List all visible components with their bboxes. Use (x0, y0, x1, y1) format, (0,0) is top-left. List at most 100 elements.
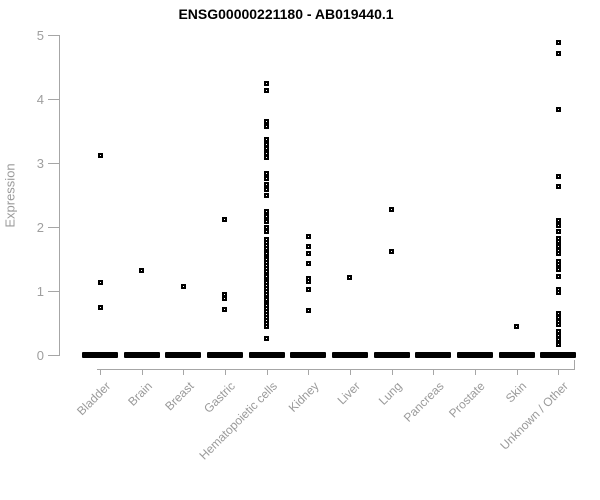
y-axis-tick (48, 35, 59, 36)
data-point (389, 207, 395, 213)
data-point (222, 217, 228, 223)
data-point (389, 249, 395, 255)
x-category-label: Lung (375, 379, 405, 408)
x-category-label: Pancreas (400, 379, 447, 425)
data-point (264, 181, 270, 187)
data-point (305, 307, 311, 313)
data-point (555, 274, 561, 280)
x-axis-endcap (574, 360, 576, 369)
x-category-label: Liver (334, 379, 363, 408)
data-point (264, 214, 270, 220)
data-point (555, 183, 561, 189)
data-point (222, 307, 228, 313)
x-axis-tick (100, 369, 101, 375)
x-category-label: Breast (161, 379, 197, 414)
zero-expression-cluster (331, 352, 368, 358)
data-point (264, 219, 270, 225)
data-point (264, 87, 270, 93)
x-category-label: Prostate (446, 379, 488, 421)
zero-expression-cluster (123, 352, 160, 358)
zero-expression-cluster (82, 352, 118, 358)
zero-expression-cluster (165, 352, 202, 358)
y-axis-tick (48, 99, 59, 100)
y-axis-tick (48, 163, 59, 164)
x-axis-tick (183, 369, 185, 375)
data-point (264, 150, 270, 156)
data-point (555, 251, 561, 257)
data-point (555, 51, 561, 57)
data-point (97, 153, 103, 159)
zero-expression-cluster (540, 352, 577, 358)
x-axis-tick (516, 369, 518, 375)
x-category-label: Bladder (73, 379, 113, 419)
x-axis-tick (141, 369, 143, 375)
data-point (555, 321, 561, 327)
zero-expression-cluster (290, 352, 327, 358)
data-point (555, 290, 561, 296)
x-axis-tick (558, 369, 560, 375)
data-point (264, 192, 270, 198)
x-category-label: Brain (124, 379, 155, 409)
x-axis-tick (474, 369, 476, 375)
y-axis-line (59, 35, 60, 356)
y-tick-label: 2 (36, 220, 44, 235)
data-point (555, 267, 561, 273)
data-point (264, 170, 270, 176)
data-point (555, 337, 561, 343)
data-point (264, 323, 270, 329)
data-point (97, 304, 103, 310)
x-axis-line (97, 369, 576, 370)
x-axis-tick (224, 369, 226, 375)
data-point (555, 262, 561, 268)
data-point (555, 239, 561, 245)
data-point (555, 40, 561, 46)
data-point (555, 218, 561, 224)
data-point (305, 244, 311, 250)
data-point (305, 260, 311, 266)
x-category-label: Skin (503, 379, 530, 406)
x-category-label: Kidney (285, 379, 322, 415)
zero-expression-cluster (206, 352, 243, 358)
x-axis-tick (391, 369, 393, 375)
zero-expression-cluster (373, 352, 410, 358)
data-point (264, 209, 270, 215)
chart-title: ENSG00000221180 - AB019440.1 (178, 6, 394, 22)
y-axis-tick (48, 291, 59, 292)
data-point (264, 155, 270, 161)
data-point (264, 224, 270, 230)
data-point (264, 186, 270, 192)
zero-expression-cluster (248, 352, 285, 358)
data-point (222, 296, 228, 302)
y-tick-label: 4 (36, 92, 44, 107)
data-point (555, 106, 561, 112)
data-point (264, 146, 270, 152)
data-point (555, 228, 561, 234)
data-point (139, 268, 145, 274)
data-point (555, 222, 561, 228)
data-point (514, 324, 520, 330)
data-point (264, 124, 270, 130)
data-point (97, 280, 103, 286)
x-axis-tick (433, 369, 435, 375)
data-point (264, 118, 270, 124)
data-point (180, 284, 186, 290)
data-point (264, 175, 270, 181)
y-tick-label: 5 (36, 28, 44, 43)
x-axis-tick (266, 369, 268, 375)
y-tick-label: 1 (36, 284, 44, 299)
data-point (264, 228, 270, 234)
data-point (264, 80, 270, 86)
data-point (264, 141, 270, 147)
data-point (555, 173, 561, 179)
x-axis-tick (349, 369, 351, 375)
data-point (222, 291, 228, 297)
y-axis-tick (48, 355, 59, 356)
data-point (264, 137, 270, 143)
y-tick-label: 0 (36, 348, 44, 363)
y-axis-tick (48, 227, 59, 228)
x-category-label: Gastric (201, 379, 238, 416)
zero-expression-cluster (456, 352, 493, 358)
data-point (264, 335, 270, 341)
data-point (305, 278, 311, 284)
